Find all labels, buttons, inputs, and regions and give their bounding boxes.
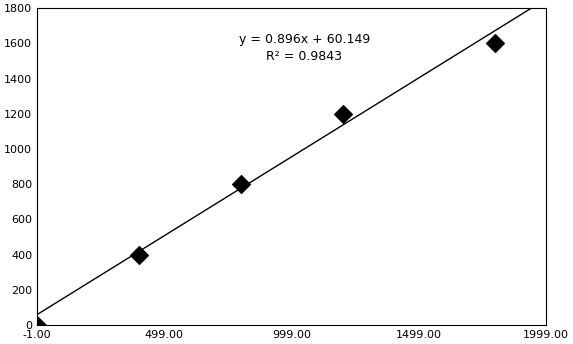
- Point: [490, 41, 500, 46]
- Point: [135, 252, 144, 257]
- Text: y = 0.896x + 60.149
R² = 0.9843: y = 0.896x + 60.149 R² = 0.9843: [239, 33, 370, 63]
- Point: [236, 181, 245, 187]
- Point: [33, 322, 42, 328]
- Point: [338, 111, 347, 117]
